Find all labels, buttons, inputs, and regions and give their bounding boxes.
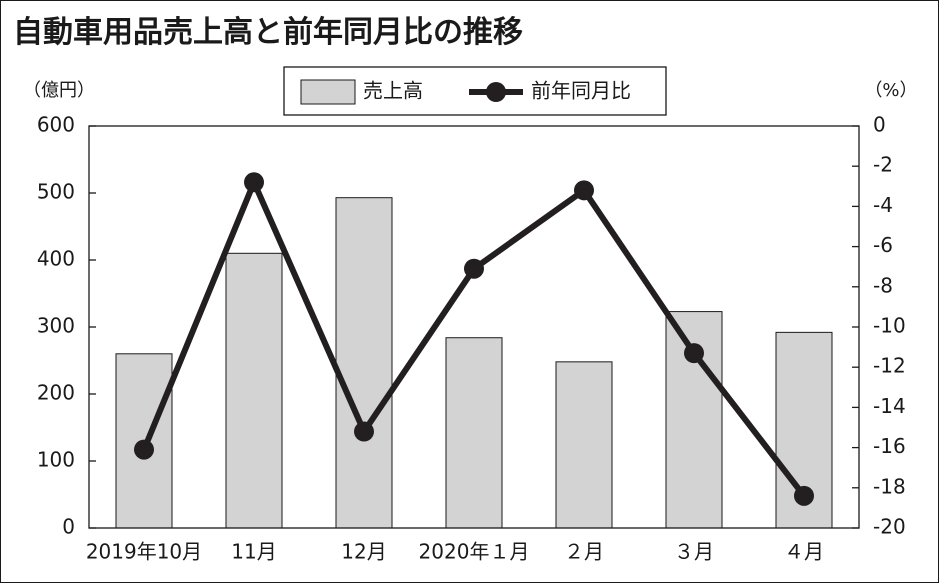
- x-tick-label-4: ２月: [564, 540, 604, 564]
- legend-line-label: 前年同月比: [531, 79, 631, 103]
- bar-3: [445, 337, 503, 529]
- right-tick-label-5: -10: [873, 314, 906, 338]
- left-tick-label-6: 600: [37, 113, 75, 137]
- right-tick-label-10: -20: [873, 515, 906, 539]
- left-tick-label-3: 300: [37, 314, 75, 338]
- right-tick-label-2: -4: [873, 193, 893, 217]
- yoy-point-2: [354, 421, 374, 442]
- yoy-point-4: [574, 180, 594, 201]
- left-tick-label-5: 500: [37, 180, 75, 204]
- right-tick-label-7: -14: [873, 394, 906, 418]
- yoy-point-6: [794, 485, 814, 506]
- yoy-point-1: [244, 172, 264, 193]
- chart-title: 自動車用品売上高と前年同月比の推移: [13, 15, 523, 50]
- x-tick-label-6: ４月: [784, 540, 824, 564]
- right-tick-label-0: 0: [873, 113, 886, 137]
- right-tick-label-9: -18: [873, 474, 906, 498]
- yoy-point-0: [134, 439, 154, 460]
- legend-line-marker: [486, 82, 506, 102]
- left-tick-label-1: 100: [37, 448, 75, 472]
- bar-2: [335, 197, 393, 529]
- left-tick-label-4: 400: [37, 247, 75, 271]
- bar-4: [555, 361, 613, 529]
- right-tick-label-4: -8: [873, 273, 893, 297]
- x-tick-label-0: 2019年10月: [86, 540, 202, 564]
- left-tick-label-2: 200: [37, 381, 75, 405]
- right-tick-label-1: -2: [873, 153, 893, 177]
- x-tick-label-3: 2020年１月: [419, 540, 530, 564]
- legend-bar-label: 売上高: [363, 79, 423, 103]
- left-tick-label-0: 0: [62, 515, 75, 539]
- legend-bar-swatch: [300, 79, 356, 105]
- x-tick-label-5: ３月: [674, 540, 714, 564]
- yoy-point-5: [684, 343, 704, 364]
- right-tick-label-3: -6: [873, 233, 893, 257]
- x-tick-label-2: 12月: [341, 540, 386, 564]
- right-unit-label: （%）: [864, 80, 917, 101]
- left-unit-label: （億円）: [23, 80, 95, 101]
- bar-1: [225, 252, 283, 529]
- right-tick-label-8: -16: [873, 434, 906, 458]
- x-tick-label-1: 11月: [231, 540, 276, 564]
- right-tick-label-6: -12: [873, 354, 906, 378]
- yoy-point-3: [464, 258, 484, 279]
